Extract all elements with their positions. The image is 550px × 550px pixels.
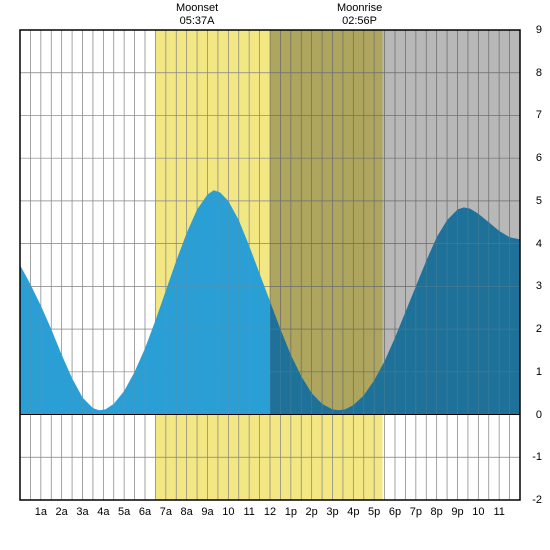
- x-tick-label: 3a: [76, 506, 88, 518]
- moonrise-label: Moonrise02:56P: [337, 2, 382, 28]
- x-tick-label: 5a: [118, 506, 130, 518]
- x-tick-label: 11: [243, 506, 254, 518]
- y-tick-label: 7: [524, 109, 542, 121]
- x-tick-label: 10: [472, 506, 484, 518]
- x-tick-label: 12: [264, 506, 276, 518]
- x-tick-label: 6a: [139, 506, 151, 518]
- moonset-label: Moonset05:37A: [176, 2, 218, 28]
- y-tick-label: 4: [524, 238, 542, 250]
- y-tick-label: 6: [524, 152, 542, 164]
- y-tick-label: 9: [524, 24, 542, 36]
- header-title: Moonset: [176, 2, 218, 15]
- chart-svg: [0, 0, 550, 550]
- x-tick-label: 11: [493, 506, 504, 518]
- y-tick-label: 1: [524, 366, 542, 378]
- header-title: Moonrise: [337, 2, 382, 15]
- x-tick-label: 2a: [56, 506, 68, 518]
- y-tick-label: 3: [524, 280, 542, 292]
- y-tick-label: -2: [524, 494, 542, 506]
- header-time: 05:37A: [176, 15, 218, 28]
- x-tick-label: 7a: [160, 506, 172, 518]
- x-tick-label: 8a: [181, 506, 193, 518]
- x-tick-label: 10: [222, 506, 234, 518]
- y-tick-label: -1: [524, 451, 542, 463]
- y-tick-label: 8: [524, 67, 542, 79]
- y-tick-label: 2: [524, 323, 542, 335]
- y-tick-label: 0: [524, 409, 542, 421]
- x-tick-label: 5p: [368, 506, 380, 518]
- y-tick-label: 5: [524, 195, 542, 207]
- header-time: 02:56P: [337, 15, 382, 28]
- x-tick-label: 2p: [306, 506, 318, 518]
- x-tick-label: 4a: [97, 506, 109, 518]
- x-tick-label: 9p: [451, 506, 463, 518]
- tide-chart: -2-101234567891a2a3a4a5a6a7a8a9a1011121p…: [0, 0, 550, 550]
- x-tick-label: 8p: [431, 506, 443, 518]
- x-tick-label: 1p: [285, 506, 297, 518]
- x-tick-label: 3p: [326, 506, 338, 518]
- x-tick-label: 6p: [389, 506, 401, 518]
- x-tick-label: 9a: [201, 506, 213, 518]
- x-tick-label: 7p: [410, 506, 422, 518]
- x-tick-label: 4p: [347, 506, 359, 518]
- x-tick-label: 1a: [35, 506, 47, 518]
